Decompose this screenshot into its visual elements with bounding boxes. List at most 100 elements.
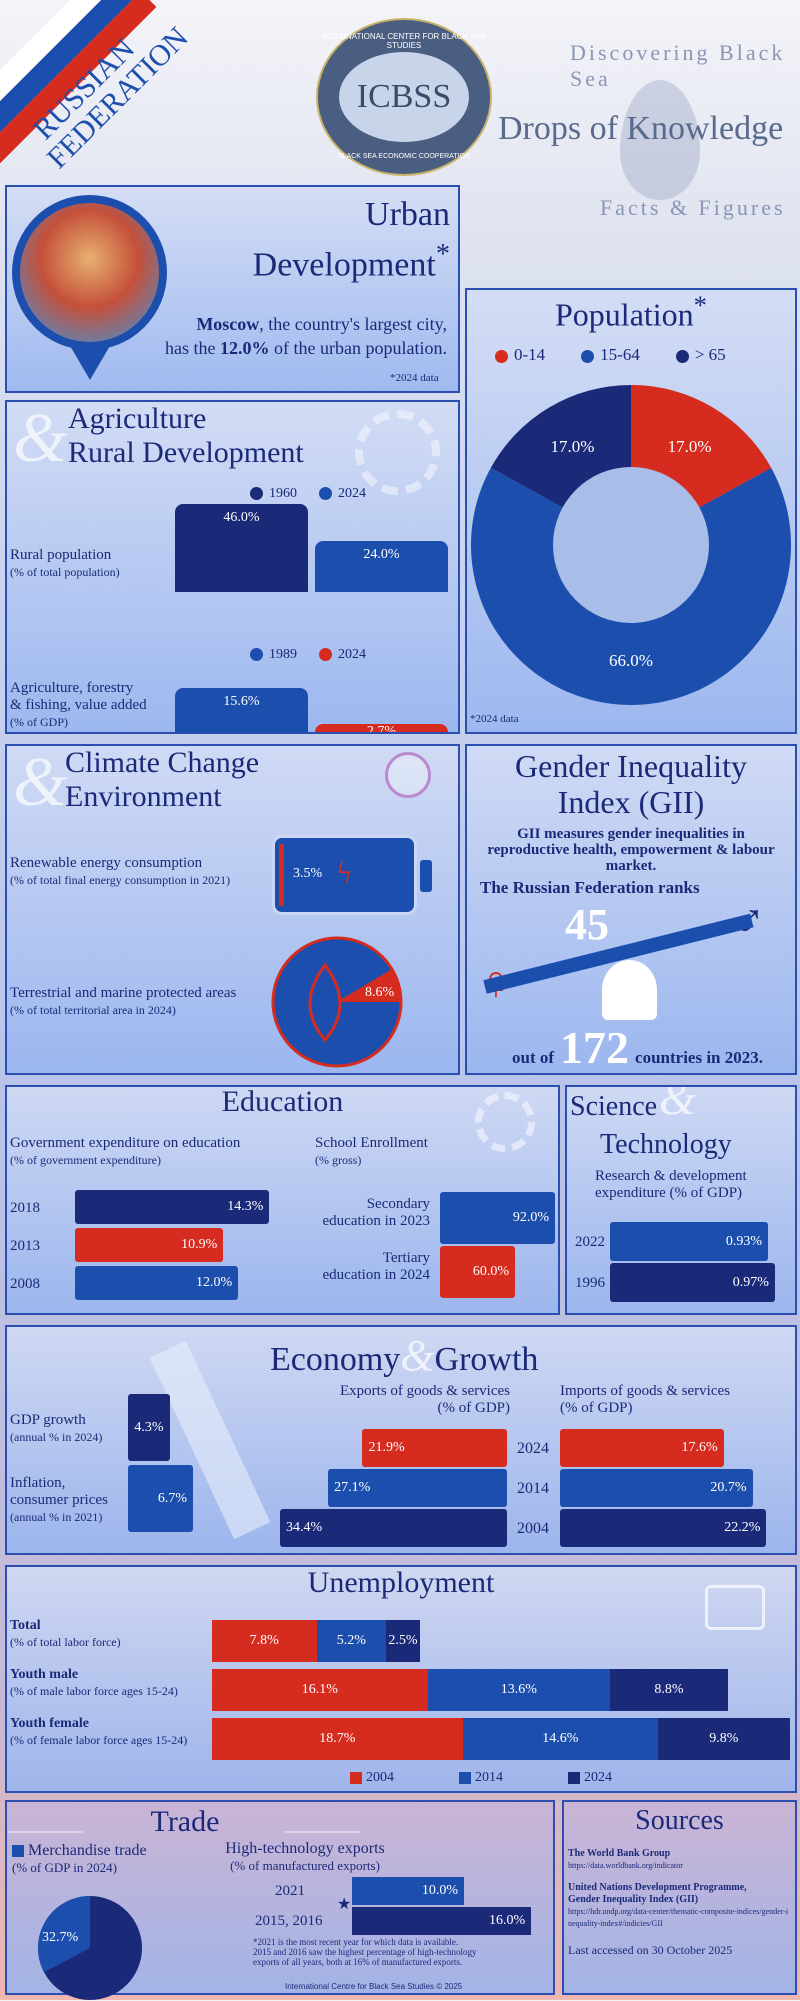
merchandise-label: Merchandise trade (% of GDP in 2024) [12,1842,147,1876]
unemployment-segment: 18.7% [212,1718,463,1760]
lightbulb-icon [385,752,431,798]
agriculture-title: Agriculture Rural Development [68,402,304,470]
agri-legend: 1989 2024 [250,647,366,663]
population-note-text: 2024 data [475,713,519,725]
series-top: Discovering Black Sea [570,40,786,91]
year-label: 2004 [517,1520,549,1537]
inflation-value: 6.7% [128,1465,193,1532]
bar: 10.9% [75,1228,224,1262]
inflation-label: Inflation, consumer prices (annual % in 20… [10,1475,108,1526]
series-title: Drops of Knowledge [498,110,784,147]
bar: 2.7% [315,724,448,732]
science-title: Science Technology [570,1088,732,1164]
unemployment-title: Unemployment [307,1566,495,1599]
agri-title-1: Agriculture [68,402,207,435]
sublabel: (% of total territorial area in 2024) [10,1003,176,1017]
legend-15-64: 15-64 [581,345,640,365]
sublabel: (annual % in 2024) [10,1430,103,1444]
sublabel: (annual % in 2021) [10,1510,103,1524]
hand-briefcase-icon [705,1585,765,1630]
unemployment-segment: 2.5% [386,1620,420,1662]
gii-title-2: Index (GII) [557,784,705,820]
lightning-icon: ϟ [337,854,352,890]
sparkline-left-icon [8,1808,83,1833]
legend-65-plus: > 65 [675,345,726,365]
source-link[interactable]: https://data.worldbank.org/indicator [568,1861,683,1870]
sublabel: (% of male labor force ages 15-24) [10,1684,178,1698]
climate-title-1: Climate Change [65,746,260,779]
row-label: Youth female (% of female labor force age… [10,1716,188,1747]
legend-2004: 2004 [350,1770,394,1786]
year-label: 2021 [275,1883,305,1899]
bar: 12.0% [75,1266,239,1300]
bar: 0.97% [610,1263,775,1302]
rural-legend: 1960 2024 [250,486,366,502]
sublabel: (% of total final energy consumption in … [10,873,231,887]
ampersand: & [13,744,68,821]
year-label: 2014 [517,1480,549,1497]
source-link[interactable]: https://hdr.undp.org/data-center/themati… [568,1907,789,1928]
legend-label: 2014 [475,1770,503,1785]
logo-text: ICBSS [339,52,469,142]
year-label: 2022 [575,1234,605,1250]
ampersand: & [13,400,68,477]
legend-label: 2004 [366,1770,394,1785]
merchandise-trade-pie [38,1896,142,2000]
drop-icon [620,80,700,200]
population-slice-label: 17.0% [550,437,594,456]
population-slice-label: 66.0% [609,651,653,670]
school-enrollment-label: School Enrollment (% gross) [315,1135,428,1169]
urban-text-1: , the country's largest city, [259,314,447,334]
note-line: exports of all years, both at 16% of man… [253,1957,463,1967]
exports-bar: 21.9% [362,1429,507,1467]
sublabel: (% of GDP) [10,715,68,729]
city-name: Moscow [196,314,260,334]
note-line: 2015 and 2016 saw the highest percentage… [253,1947,477,1957]
gii-ranks-label: The Russian Federation ranks [480,878,700,897]
label: Imports of goods & services [560,1383,730,1399]
battery-terminal [420,860,432,892]
gdp-growth-value: 4.3% [128,1394,170,1461]
climate-title-2: Environment [65,780,222,813]
school-level-label: Secondary education in 2023 [322,1196,430,1229]
legend-label: 1960 [269,486,297,501]
legend-label: > 65 [694,345,726,364]
sublabel: (% of GDP) [437,1400,511,1416]
gii-title: Gender Inequality Index (GII) [465,748,797,820]
label: consumer prices [10,1492,108,1508]
imports-bar: 17.6% [560,1429,724,1467]
agriculture-value-added-chart: 15.6% 2.7% [175,680,450,732]
label: Inflation, [10,1475,66,1491]
renewable-value: 3.5% [293,866,323,881]
year-label: 2018 [10,1200,40,1216]
trade-note: *2021 is the most recent year for which … [253,1937,477,1967]
out-of: out of [512,1048,555,1067]
education-title: Education [221,1085,344,1118]
sources-section [562,1800,797,1995]
rural-population-label: Rural population (% of total population) [10,547,120,581]
imports-bar: 20.7% [560,1469,753,1507]
label: & fishing, value added [10,697,147,713]
sublabel: (% of female labor force ages 15-24) [10,1733,188,1747]
last-accessed: Last accessed on 30 October 2025 [568,1943,733,1957]
label: Renewable energy consumption [10,855,203,871]
footer-copyright: International Centre for Black Sea Studi… [285,1982,463,1991]
note-line: 2021 is the most recent year for which d… [257,1937,459,1947]
legend-2024: 2024 [568,1770,612,1786]
science-title-2: Technology [600,1129,732,1160]
moscow-photo-pin [12,195,167,380]
seesaw-pivot [602,960,657,1020]
population-title-text: Population [555,296,694,333]
school-level-label: Tertiary education in 2024 [322,1250,430,1283]
bar: 24.0% [315,541,448,592]
bar: 46.0% [175,503,308,592]
leaf-icon [308,962,342,1043]
renewable-energy-label: Renewable energy consumption (% of total … [10,855,230,889]
economy-title-1: Economy [270,1341,401,1378]
star: ★ [337,1896,352,1913]
star: * [693,290,707,320]
sublabel: (% of manufactured exports) [230,1858,380,1873]
logo-bottom-text: BLACK SEA ECONOMIC COOPERATION [337,153,471,160]
imports-bar: 22.2% [560,1509,767,1547]
merchandise-slice [38,1896,90,1973]
